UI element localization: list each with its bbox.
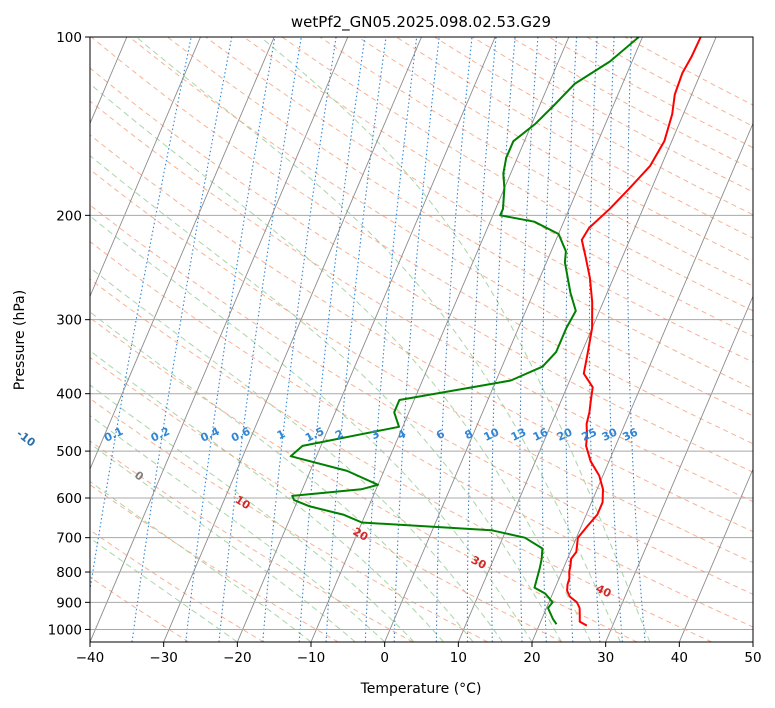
moist-adiabat-line	[90, 311, 474, 642]
dry-adiabat-line	[90, 241, 753, 628]
dry-adiabat-line	[281, 37, 753, 312]
isobar-grid	[90, 37, 753, 630]
x-tick-label: −20	[223, 650, 252, 666]
x-tick-label: 50	[744, 650, 761, 666]
isotherm-line	[90, 37, 349, 642]
isotherm-line	[163, 37, 422, 642]
isotherm-line	[90, 37, 201, 298]
mixing-ratio-label: 16	[531, 425, 551, 443]
mixing-ratio-label: 20	[555, 425, 575, 443]
y-tick-label: 1000	[48, 622, 82, 638]
y-tick-label: 200	[56, 208, 82, 224]
moist-adiabat-line	[90, 384, 415, 642]
dry-adiabat-label: 40	[594, 582, 614, 601]
mixing-ratio-label: 25	[580, 426, 599, 444]
x-tick-label: 0	[380, 650, 389, 666]
x-axis-label: Temperature (°C)	[360, 681, 482, 697]
dry-adiabat-line	[90, 397, 488, 642]
isotherm-line	[605, 295, 753, 642]
isotherm-line	[678, 467, 753, 642]
y-tick-label: 400	[56, 387, 82, 403]
y-tick-label: 700	[56, 531, 82, 547]
mixing-ratio-line	[627, 37, 646, 642]
x-tick-label: 30	[597, 650, 614, 666]
y-axis-label: Pressure (hPa)	[12, 290, 28, 390]
mixing-ratio-label: 36	[621, 425, 641, 443]
mixing-ratio-label: 30	[600, 425, 620, 443]
dry-adiabat-line	[90, 67, 753, 473]
isotherm-line	[531, 122, 753, 642]
dry-adiabat-line	[205, 37, 753, 363]
mixing-ratio-line	[490, 37, 516, 642]
mixing-ratio-line	[541, 37, 557, 642]
x-tick-label: 10	[450, 650, 467, 666]
isotherm-line	[310, 37, 570, 642]
y-tick-label: 800	[56, 565, 82, 581]
isotherm-line	[384, 37, 643, 642]
mixing-ratio-line	[185, 37, 276, 642]
y-tick-label: 500	[56, 444, 82, 460]
chart-title: wetPf2_GN05.2025.098.02.53.G29	[291, 13, 551, 32]
y-tick-label: 300	[56, 313, 82, 329]
mixing-ratio-line	[519, 37, 539, 642]
x-tick-label: −10	[297, 650, 326, 666]
mixing-ratio-label: 13	[509, 426, 528, 444]
plot-background	[90, 37, 753, 642]
mixing-ratio-line	[435, 37, 473, 642]
mixing-ratio-line	[565, 37, 578, 642]
dry-adiabat-line	[90, 484, 339, 642]
moist-adiabat-line	[90, 215, 533, 642]
x-axis-ticks: −40 −30 −20 −10 0 10 20 30 40 50	[76, 642, 762, 666]
moist-adiabat-line	[90, 350, 444, 642]
y-tick-label: 900	[56, 595, 82, 611]
dry-adiabat-line	[90, 204, 753, 595]
mixing-ratio-line	[90, 37, 192, 594]
isotherm-grid	[90, 37, 753, 642]
y-tick-label: 100	[56, 30, 82, 46]
moist-adiabat-line	[90, 415, 386, 642]
plot-frame	[89, 36, 754, 643]
isotherm-line	[90, 37, 275, 471]
isotherm-line	[236, 37, 496, 642]
mixing-ratio-labels: 0.1 0.2 0.4 0.6 1 1.5 2 3 4 6 8 10 13 16 20 25 30 36	[102, 425, 640, 445]
dry-adiabat-line	[129, 37, 753, 417]
y-tick-label: 600	[56, 491, 82, 507]
dry-adiabat-label: 30	[469, 553, 489, 572]
x-tick-label: 40	[671, 650, 688, 666]
mixing-ratio-label: 10	[482, 425, 502, 443]
moist-adiabat-line	[90, 442, 356, 642]
x-tick-label: −30	[149, 650, 178, 666]
moist-adiabat-line	[260, 37, 651, 642]
dewpoint-profile-line	[289, 37, 640, 625]
x-tick-label: −40	[76, 650, 105, 666]
x-tick-label: 20	[523, 650, 540, 666]
isotherm-line	[457, 37, 717, 642]
dry-adiabat-line	[90, 356, 563, 642]
temperature-profile-line	[566, 37, 702, 627]
y-axis-ticks: 100 200 300 400 500 600 700 800 900 1000	[48, 30, 90, 638]
moist-adiabat-line	[135, 37, 621, 642]
dry-adiabat-line	[90, 134, 753, 533]
mixing-ratio-line	[466, 37, 497, 642]
dry-adiabat-line	[90, 168, 753, 564]
moist-adiabat-line	[90, 155, 562, 642]
mixing-ratio-line	[608, 37, 623, 642]
mixing-ratio-line	[131, 37, 233, 642]
